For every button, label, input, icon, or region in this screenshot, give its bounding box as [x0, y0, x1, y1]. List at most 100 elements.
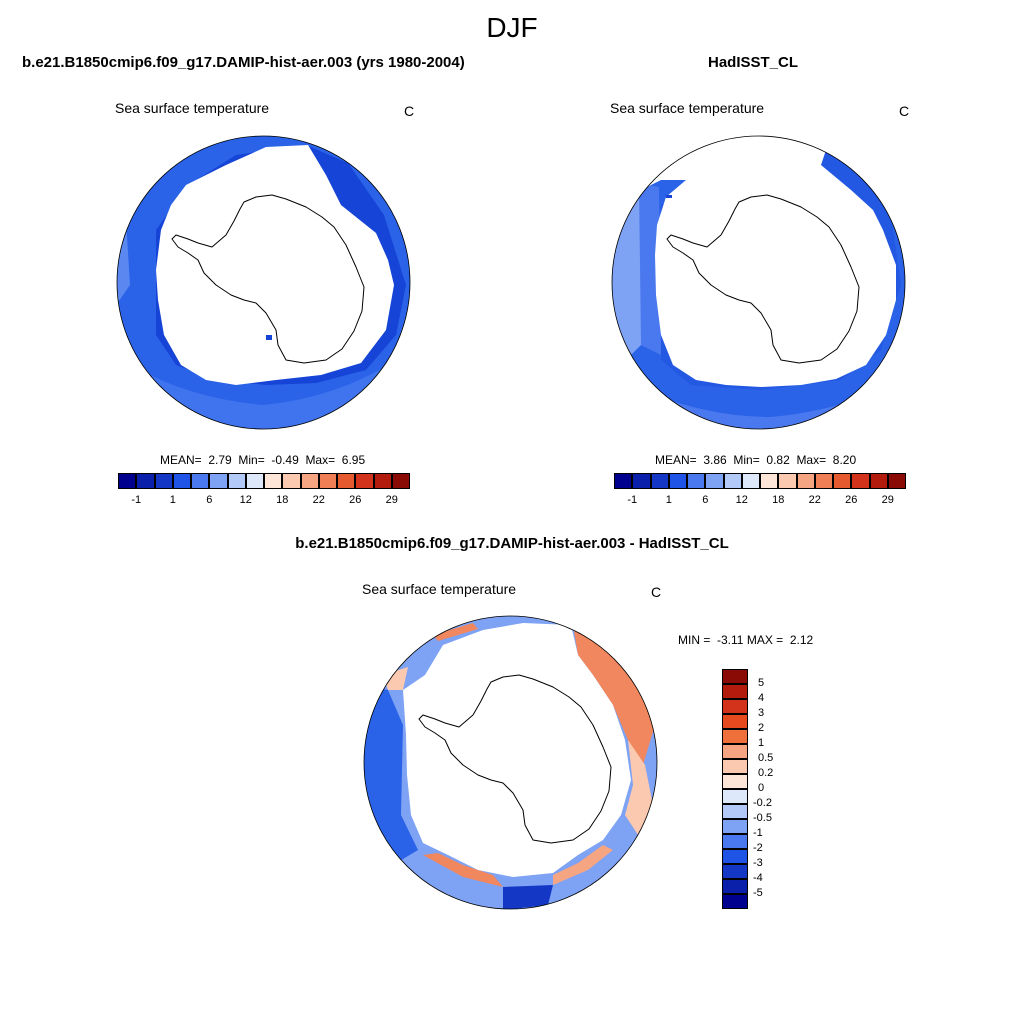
obs-sst-map	[611, 135, 906, 430]
obs-panel-title: HadISST_CL	[708, 54, 799, 71]
model-units-label: C	[404, 103, 415, 119]
diff-colorbar-swatch	[722, 714, 748, 729]
diff-colorbar-swatch	[722, 699, 748, 714]
diff-colorbar-swatch	[722, 804, 748, 819]
obs-colorbar-tick-label: 12	[735, 494, 748, 506]
diff-colorbar-tick-label: 0	[758, 782, 765, 794]
diff-colorbar-tick-label: 0.2	[758, 767, 774, 779]
model-colorbar-swatch	[191, 473, 210, 489]
obs-units-label: C	[899, 103, 910, 119]
model-variable-label: Sea surface temperature	[115, 100, 270, 116]
diff-colorbar-swatch	[722, 684, 748, 699]
model-colorbar-ticks: -1 1 6 12 18 22 26 29	[118, 494, 410, 508]
model-colorbar-swatch	[391, 473, 410, 489]
diff-colorbar-swatch	[722, 669, 748, 684]
obs-colorbar-swatch	[833, 473, 852, 489]
obs-colorbar-swatch	[741, 473, 760, 489]
model-colorbar-tick-label: 6	[206, 494, 213, 506]
model-colorbar-swatch	[318, 473, 337, 489]
model-colorbar-swatch	[172, 473, 191, 489]
diff-colorbar-swatch	[722, 819, 748, 834]
diff-colorbar-tick-label: 1	[758, 737, 765, 749]
obs-colorbar-tick-label: 1	[665, 494, 672, 506]
diff-colorbar	[722, 669, 748, 909]
model-colorbar-tick-label: 22	[312, 494, 325, 506]
obs-colorbar-tick-label: 29	[881, 494, 894, 506]
model-colorbar-swatch	[373, 473, 392, 489]
obs-colorbar-swatch	[887, 473, 906, 489]
diff-colorbar-tick-label: -0.2	[753, 797, 772, 809]
model-colorbar-swatch	[282, 473, 301, 489]
obs-colorbar-swatch	[869, 473, 888, 489]
diff-colorbar-ticks: 5 4 3 2 1 0.5 0.2 0 -0.2 -0.5 -1 -2 -3 -4 -5	[753, 669, 796, 909]
diff-colorbar-tick-label: 5	[758, 677, 765, 689]
obs-colorbar-swatch	[851, 473, 870, 489]
obs-colorbar-swatch	[723, 473, 742, 489]
obs-colorbar-tick-label: 18	[772, 494, 785, 506]
model-colorbar-swatch	[245, 473, 264, 489]
model-colorbar-tick-label: 29	[385, 494, 398, 506]
model-stats: MEAN= 2.79 Min= -0.49 Max= 6.95	[160, 453, 366, 467]
obs-colorbar-swatch	[705, 473, 724, 489]
diff-panel-title: b.e21.B1850cmip6.f09_g17.DAMIP-hist-aer.…	[295, 535, 729, 552]
model-colorbar-tick-label: 12	[239, 494, 252, 506]
diff-colorbar-swatch	[722, 879, 748, 894]
model-colorbar-tick-label: 18	[276, 494, 289, 506]
model-colorbar-tick-label: 1	[169, 494, 176, 506]
diff-colorbar-tick-label: -1	[753, 827, 763, 839]
figure-title: DJF	[486, 12, 538, 43]
diff-colorbar-swatch	[722, 864, 748, 879]
model-colorbar-swatch	[300, 473, 319, 489]
diff-colorbar-tick-label: -3	[753, 857, 763, 869]
obs-colorbar-tick-label: 26	[845, 494, 858, 506]
obs-colorbar	[614, 473, 906, 489]
model-colorbar-swatch	[136, 473, 155, 489]
diff-stats: MIN = -3.11 MAX = 2.12	[678, 633, 814, 647]
model-colorbar-swatch	[209, 473, 228, 489]
obs-colorbar-swatch	[814, 473, 833, 489]
diff-colorbar-tick-label: 0.5	[758, 752, 774, 764]
diff-colorbar-swatch	[722, 849, 748, 864]
obs-stats: MEAN= 3.86 Min= 0.82 Max= 8.20	[655, 453, 857, 467]
model-colorbar-swatch	[227, 473, 246, 489]
diff-colorbar-tick-label: -4	[753, 872, 763, 884]
model-colorbar-swatch	[154, 473, 173, 489]
obs-colorbar-tick-label: 22	[808, 494, 821, 506]
diff-colorbar-tick-label: -0.5	[753, 812, 772, 824]
model-colorbar-swatch	[355, 473, 374, 489]
diff-units-label: C	[651, 584, 662, 600]
diff-variable-label: Sea surface temperature	[362, 581, 517, 597]
model-colorbar-tick-label: 26	[349, 494, 362, 506]
obs-colorbar-swatch	[687, 473, 706, 489]
obs-variable-label: Sea surface temperature	[610, 100, 765, 116]
diff-colorbar-tick-label: 4	[758, 692, 765, 704]
diff-colorbar-swatch	[722, 729, 748, 744]
obs-colorbar-swatch	[632, 473, 651, 489]
model-sst-map	[116, 135, 411, 430]
model-colorbar-swatch	[118, 473, 137, 489]
obs-colorbar-swatch	[650, 473, 669, 489]
obs-colorbar-swatch	[668, 473, 687, 489]
diff-colorbar-swatch	[722, 894, 748, 909]
model-colorbar-swatch	[337, 473, 356, 489]
diff-sst-map	[363, 615, 658, 910]
model-colorbar-swatch	[264, 473, 283, 489]
model-colorbar-tick-label: -1	[131, 494, 142, 506]
diff-colorbar-tick-label: 2	[758, 722, 765, 734]
diff-colorbar-swatch	[722, 774, 748, 789]
diff-colorbar-tick-label: 3	[758, 707, 765, 719]
obs-colorbar-swatch	[796, 473, 815, 489]
diff-colorbar-swatch	[722, 759, 748, 774]
obs-colorbar-swatch	[614, 473, 633, 489]
obs-colorbar-ticks: -1 1 6 12 18 22 26 29	[614, 494, 906, 508]
diff-colorbar-swatch	[722, 789, 748, 804]
diff-colorbar-swatch	[722, 744, 748, 759]
obs-colorbar-tick-label: -1	[627, 494, 638, 506]
diff-colorbar-swatch	[722, 834, 748, 849]
diff-colorbar-tick-label: -5	[753, 887, 763, 899]
model-colorbar	[118, 473, 410, 489]
obs-colorbar-tick-label: 6	[702, 494, 709, 506]
diff-colorbar-tick-label: -2	[753, 842, 763, 854]
obs-colorbar-swatch	[778, 473, 797, 489]
obs-colorbar-swatch	[760, 473, 779, 489]
